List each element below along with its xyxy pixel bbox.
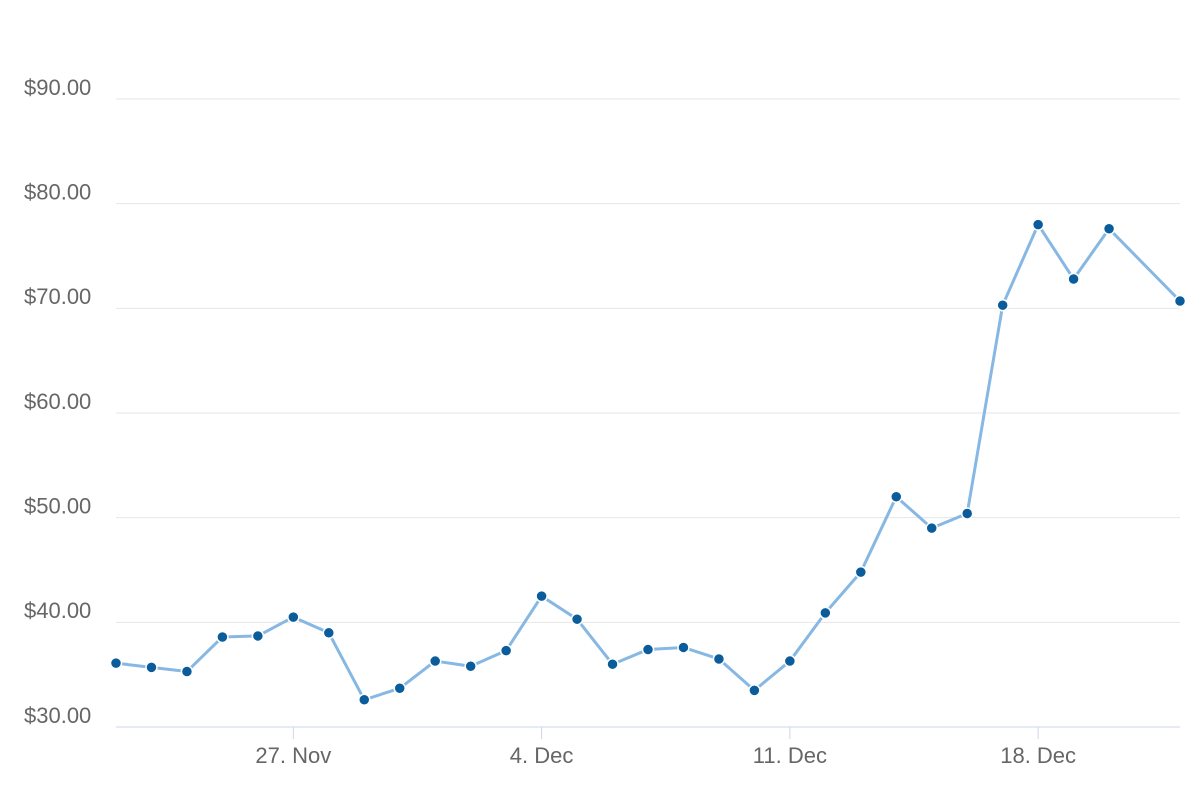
- y-tick-label: $30.00: [24, 703, 91, 728]
- point: [712, 652, 726, 666]
- point: [996, 298, 1009, 312]
- y-tick-label: $70.00: [24, 284, 91, 309]
- point: [1031, 218, 1045, 231]
- line: [115, 223, 1182, 702]
- y-tick-label: $60.00: [24, 389, 91, 414]
- point: [322, 626, 336, 640]
- point: [854, 565, 868, 579]
- point: [535, 589, 548, 603]
- point: [1173, 294, 1187, 308]
- point: [677, 641, 690, 654]
- x-tick-label: 27. Nov: [255, 743, 331, 768]
- point: [1102, 222, 1116, 236]
- point: [960, 507, 974, 520]
- point: [358, 693, 371, 707]
- point: [641, 643, 655, 656]
- point: [606, 657, 619, 671]
- point: [464, 660, 477, 673]
- y-tick-label: $40.00: [24, 598, 91, 623]
- point: [748, 684, 761, 697]
- y-tick-label: $80.00: [24, 179, 91, 204]
- point: [499, 644, 513, 657]
- point: [925, 521, 938, 535]
- x-tick-label: 4. Dec: [510, 743, 574, 768]
- point: [783, 654, 797, 668]
- point: [180, 665, 194, 678]
- point: [1067, 272, 1080, 286]
- point: [216, 630, 229, 644]
- point: [393, 682, 406, 695]
- y-tick-label: $90.00: [24, 75, 91, 100]
- point: [428, 654, 442, 668]
- point: [287, 610, 300, 624]
- x-tick-label: 11. Dec: [753, 743, 827, 768]
- x-tick-label: 18. Dec: [1000, 743, 1076, 768]
- point: [819, 606, 832, 620]
- point: [145, 661, 158, 674]
- y-tick-label: $50.00: [24, 493, 91, 518]
- point: [251, 629, 265, 643]
- point: [890, 490, 903, 503]
- point: [109, 656, 123, 670]
- point: [570, 612, 584, 626]
